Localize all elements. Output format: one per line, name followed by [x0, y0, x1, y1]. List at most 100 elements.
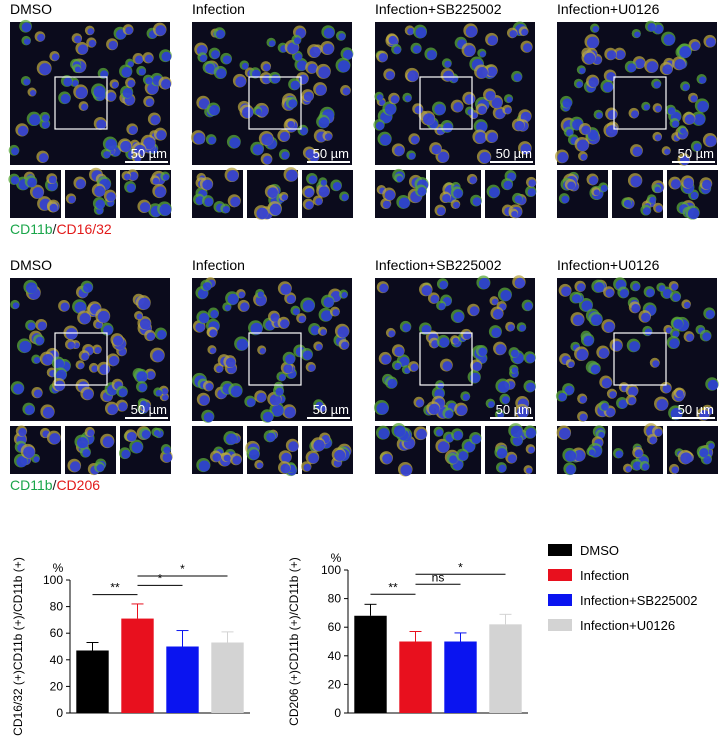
nucleus	[65, 327, 78, 340]
nucleus	[576, 283, 586, 292]
nucleus	[629, 341, 640, 352]
bar	[211, 642, 244, 713]
nucleus	[156, 130, 167, 141]
legend-swatch	[548, 594, 572, 606]
nucleus	[25, 282, 38, 294]
stain-legend: CD11b/CD206	[10, 477, 100, 493]
nucleus	[338, 60, 351, 73]
nucleus	[652, 360, 660, 368]
nucleus	[472, 197, 482, 206]
nucleus	[112, 335, 124, 346]
nucleus	[442, 361, 453, 371]
nucleus	[341, 292, 348, 299]
nucleus	[154, 186, 166, 198]
nucleus	[506, 96, 513, 103]
y-tick-label: 0	[56, 706, 63, 720]
nucleus	[516, 406, 529, 419]
nucleus	[583, 335, 594, 346]
nucleus	[412, 45, 422, 54]
nucleus	[152, 350, 165, 362]
nucleus	[10, 176, 20, 185]
nucleus	[649, 196, 656, 204]
nucleus	[120, 140, 132, 152]
nucleus	[75, 179, 86, 189]
nucleus	[33, 357, 41, 364]
legend-label: Infection	[580, 568, 629, 583]
nucleus	[318, 66, 331, 79]
nucleus	[300, 127, 308, 136]
nucleus	[607, 110, 618, 120]
nucleus	[601, 378, 612, 389]
nucleus	[416, 428, 427, 440]
nucleus	[379, 99, 386, 106]
nucleus	[256, 207, 269, 220]
nucleus	[161, 51, 172, 62]
nucleus	[485, 90, 496, 101]
nucleus	[293, 37, 301, 45]
nucleus	[702, 332, 712, 341]
y-tick-label: 80	[328, 592, 342, 606]
nucleus	[321, 310, 333, 322]
nucleus	[670, 179, 681, 189]
nucleus	[83, 283, 93, 293]
nucleus	[415, 27, 427, 39]
nucleus	[91, 365, 99, 373]
nucleus	[564, 450, 577, 462]
nucleus	[96, 464, 105, 472]
nucleus	[654, 428, 663, 437]
nucleus	[579, 67, 586, 74]
nucleus	[261, 133, 274, 146]
nucleus	[157, 329, 167, 340]
nucleus	[287, 120, 295, 128]
nucleus	[625, 466, 632, 473]
nucleus	[586, 36, 599, 49]
nucleus	[303, 463, 312, 472]
nucleus	[127, 79, 136, 88]
nucleus	[469, 176, 477, 184]
nucleus	[491, 298, 499, 305]
nucleus	[453, 201, 460, 209]
y-tick-label: 80	[50, 600, 64, 614]
nucleus	[631, 110, 639, 118]
nucleus	[136, 371, 148, 383]
nucleus	[281, 452, 292, 463]
nucleus	[382, 453, 393, 464]
nucleus	[266, 432, 276, 442]
nucleus	[649, 436, 657, 444]
nucleus	[647, 23, 656, 32]
nucleus	[439, 337, 450, 348]
nucleus	[385, 70, 395, 80]
nucleus	[561, 286, 572, 297]
error-bar	[176, 630, 189, 647]
nucleus	[224, 304, 232, 311]
nucleus	[498, 464, 507, 473]
nucleus	[315, 84, 327, 96]
y-unit: %	[53, 561, 64, 575]
nucleus	[152, 177, 160, 185]
nucleus	[303, 91, 314, 102]
nucleus	[209, 347, 216, 354]
bar	[166, 646, 199, 713]
nucleus	[497, 381, 510, 393]
nucleus	[602, 82, 614, 93]
nucleus	[108, 40, 118, 50]
nucleus	[511, 210, 518, 218]
nucleus	[287, 42, 299, 54]
nucleus	[581, 125, 591, 135]
nucleus	[318, 186, 330, 198]
nucleus	[437, 207, 446, 216]
nucleus	[467, 108, 474, 116]
nucleus	[94, 185, 106, 197]
nucleus	[212, 453, 222, 462]
nucleus	[252, 144, 264, 155]
nucleus	[202, 282, 212, 291]
nucleus	[396, 175, 403, 183]
nucleus	[103, 325, 114, 336]
nucleus	[507, 324, 515, 332]
nucleus	[285, 354, 296, 365]
nucleus	[686, 333, 694, 342]
nucleus	[257, 291, 264, 298]
nucleus	[320, 329, 327, 336]
nucleus	[491, 97, 503, 109]
nucleus	[310, 325, 321, 335]
